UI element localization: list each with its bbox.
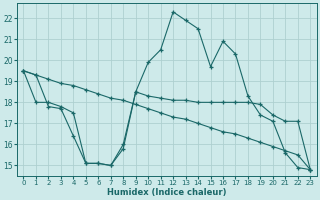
- X-axis label: Humidex (Indice chaleur): Humidex (Indice chaleur): [107, 188, 227, 197]
